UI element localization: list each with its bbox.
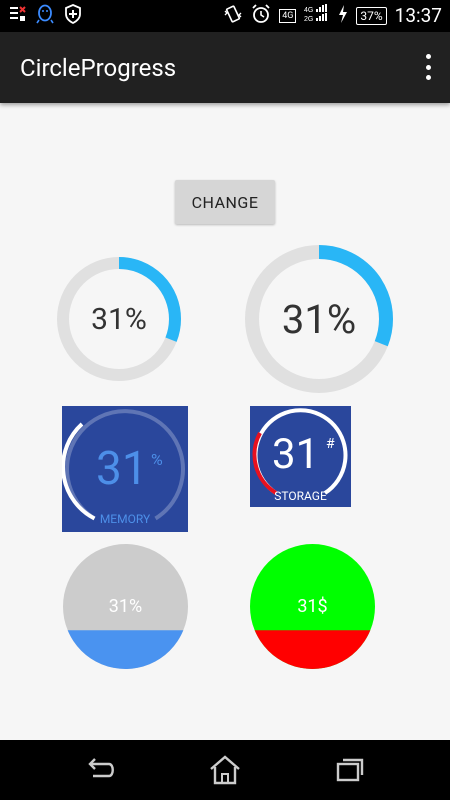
signal-icon: 4G 2G [304,4,330,28]
back-icon[interactable] [80,754,120,786]
circle-progress-ring-small: 31% [55,255,183,383]
memory-label: MEMORY [99,512,151,526]
status-bar-right: 4G 4G 2G 37% 13:37 [223,4,442,28]
storage-suffix: # [326,436,335,452]
qq-icon [36,4,54,28]
alarm-icon [251,4,271,28]
lte-icon: 4G [279,9,297,23]
fill-green-text: 31$ [297,596,328,617]
svg-text:4G: 4G [304,7,313,14]
storage-value: 31 [272,430,320,479]
svg-text:2G: 2G [304,16,313,23]
ring-small-text: 31% [91,301,147,337]
memory-arc-progress [62,422,96,521]
app-title: CircleProgress [20,54,177,82]
charging-icon [338,5,348,27]
memory-arc-track [65,409,185,521]
change-button[interactable]: CHANGE [175,180,275,224]
home-icon[interactable] [205,754,245,786]
ring-small-progress [57,257,181,381]
storage-arc-progress [252,432,278,495]
navigation-bar [0,740,450,800]
memory-value: 31 [96,442,148,496]
notification-list-icon [10,5,26,27]
app-bar: CircleProgress [0,32,450,103]
fill-gray-text: 31% [108,596,143,617]
more-vert-icon[interactable] [420,54,436,80]
ring-large-progress [245,245,393,393]
status-bar: 4G 4G 2G 37% 13:37 [0,0,450,32]
status-time: 13:37 [394,4,442,27]
battery-icon: 37% [356,7,387,25]
circle-progress-storage: 31 # STORAGE [250,406,351,507]
status-bar-left [10,4,82,28]
shield-icon [64,4,82,28]
vibrate-icon [223,4,243,28]
ring-large-text: 31% [281,295,357,343]
storage-label: STORAGE [274,489,327,503]
memory-suffix: % [151,450,163,469]
recents-icon[interactable] [330,754,370,786]
circle-progress-fill-green: 31$ [250,544,375,669]
circle-progress-fill-gray: 31% [63,544,188,669]
circle-progress-memory: 31 % MEMORY [62,406,188,532]
circle-progress-ring-large: 31% [243,243,395,395]
